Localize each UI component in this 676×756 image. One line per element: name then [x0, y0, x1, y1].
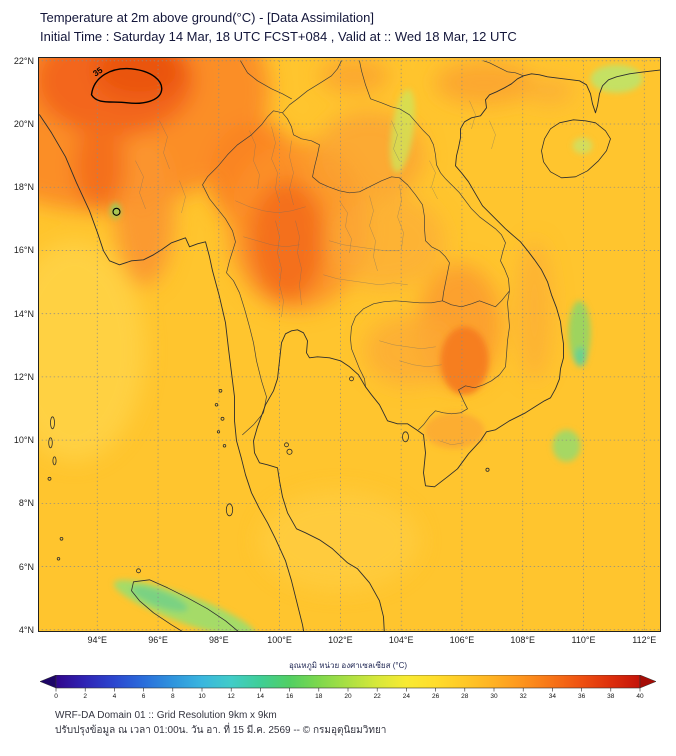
lon-axis-label: 98°E [209, 635, 229, 645]
country-borders [202, 60, 524, 436]
lon-axis-label: 110°E [571, 635, 596, 645]
contour-small [112, 207, 121, 216]
lon-axis-label: 104°E [388, 635, 414, 645]
colorbar-tick-label: 8 [170, 693, 175, 700]
lon-axis-label: 108°E [510, 635, 536, 645]
lon-axis-label: 112°E [632, 635, 657, 645]
coastline [39, 69, 661, 632]
temperature-map: 35 94°E 96°E 98°E 100°E 102°E 104°E 106°E 108°E… [14, 56, 661, 645]
footer-update-info: ปรับปรุงข้อมูล ณ เวลา 01:00น. วัน อา. ที… [55, 725, 387, 736]
colorbar-tick-label: 22 [373, 693, 381, 700]
colorbar-right-arrow [639, 675, 656, 689]
lat-axis-label: 22°N [13, 55, 34, 66]
colorbar-tick-label: 40 [636, 693, 644, 700]
map-canvas: 35 [38, 57, 661, 632]
colorbar-tick-label: 0 [54, 693, 58, 700]
colorbar-tick-label: 38 [607, 693, 615, 700]
colorbar-tick-label: 12 [227, 693, 235, 700]
colorbar-tick-label: 36 [577, 693, 586, 700]
lat-axis-label: 16°N [13, 245, 34, 256]
lat-axis-label: 18°N [13, 182, 34, 193]
header: Temperature at 2m above ground(°C) - [Da… [40, 8, 517, 46]
lat-axis-label: 14°N [13, 308, 34, 319]
colorbar-tick-label: 4 [112, 693, 117, 700]
colorbar-left-arrow [40, 675, 57, 689]
colorbar: อุณหภูมิ หน่วย องศาเซลเซียส (°C) 0 2 4 6 8 10… [40, 659, 656, 703]
colorbar-tick-label: 18 [315, 693, 323, 700]
footer: WRF-DA Domain 01 :: Grid Resolution 9km … [55, 708, 386, 738]
colorbar-tick-label: 20 [344, 693, 352, 700]
colorbar-tick-label: 34 [548, 693, 557, 700]
colorbar-tick-label: 30 [490, 693, 498, 700]
lon-axis-label: 106°E [449, 635, 475, 645]
page-subtitle: Initial Time : Saturday 14 Mar, 18 UTC F… [40, 29, 517, 44]
islands [47, 119, 611, 632]
map-frame [38, 57, 661, 632]
lon-axis-label: 94°E [87, 635, 108, 645]
lat-axis-label: 10°N [13, 435, 34, 446]
colorbar-tick-label: 6 [141, 693, 146, 700]
colorbar-tick-label: 32 [519, 693, 527, 700]
colorbar-title: อุณหภูมิ หน่วย องศาเซลเซียส (°C) [288, 661, 408, 670]
colorbar-gradient [40, 675, 656, 692]
colorbar-tick-label: 10 [198, 693, 206, 700]
colorbar-tick-labels: 0 2 4 6 8 10 12 14 16 18 20 22 24 26 28 30 32 34 36 38 40 [40, 693, 656, 703]
footer-domain-info: WRF-DA Domain 01 :: Grid Resolution 9km … [55, 710, 277, 721]
temperature-field-cool [110, 64, 643, 632]
colorbar-tick-label: 24 [402, 693, 411, 700]
colorbar-tick-label: 14 [256, 693, 265, 700]
lat-axis-label: 4°N [18, 624, 34, 635]
graticule [38, 57, 661, 632]
lon-axis-label: 102°E [328, 635, 353, 645]
lat-axis-label: 20°N [13, 119, 34, 129]
colorbar-tick-label: 16 [285, 693, 294, 700]
lon-axis-label: 100°E [267, 635, 292, 645]
page-title: Temperature at 2m above ground(°C) - [Da… [40, 10, 374, 25]
colorbar-tick-label: 2 [83, 693, 87, 700]
province-borders [135, 100, 496, 446]
colorbar-bar [55, 675, 641, 689]
contour-35 [90, 67, 163, 104]
colorbar-tick-label: 26 [431, 693, 440, 700]
lat-axis-label: 8°N [18, 498, 34, 509]
lat-axis-label: 6°N [18, 561, 34, 572]
colorbar-tick-label: 28 [461, 693, 469, 700]
lon-axis-label: 96°E [148, 635, 168, 645]
lat-axis-label: 12°N [13, 371, 34, 382]
